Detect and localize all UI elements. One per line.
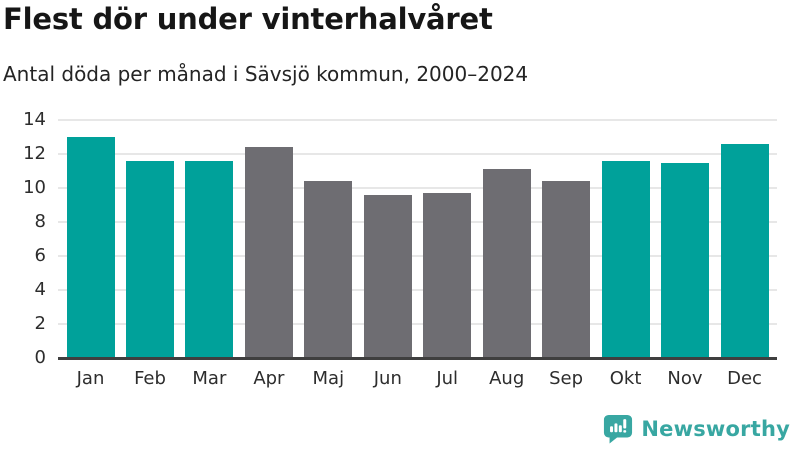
bar-feb bbox=[126, 160, 174, 358]
gridline-14 bbox=[58, 119, 777, 121]
bar-aug bbox=[482, 169, 531, 358]
y-tick-label-14: 14 bbox=[23, 109, 46, 130]
y-tick-label-10: 10 bbox=[23, 177, 46, 198]
y-axis-tick-labels: 0 2 4 6 8 10 12 14 bbox=[0, 111, 46, 367]
gridline-4 bbox=[58, 289, 777, 291]
y-tick-label-8: 8 bbox=[34, 211, 46, 232]
gridline-8 bbox=[58, 221, 777, 223]
x-tick-label-maj: Maj bbox=[312, 368, 345, 389]
y-tick-label-4: 4 bbox=[34, 279, 46, 300]
x-tick-label-jun: Jun bbox=[373, 368, 402, 389]
x-tick-label-mar: Mar bbox=[192, 368, 227, 389]
y-tick-label-12: 12 bbox=[23, 143, 46, 164]
x-tick-label-aug: Aug bbox=[489, 368, 525, 389]
plot-area bbox=[58, 119, 777, 358]
chart-title: Flest dör under vinterhalvåret bbox=[3, 2, 493, 36]
x-tick-label-jan: Jan bbox=[76, 368, 105, 389]
newsworthy-logo-icon bbox=[603, 414, 633, 444]
x-tick-label-sep: Sep bbox=[549, 368, 584, 389]
gridline-2 bbox=[58, 323, 777, 325]
x-tick-label-okt: Okt bbox=[609, 368, 642, 389]
x-tick-label-nov: Nov bbox=[667, 368, 703, 389]
bar-okt bbox=[601, 160, 650, 358]
y-tick-label-0: 0 bbox=[34, 347, 46, 368]
bar-apr bbox=[244, 147, 293, 358]
x-tick-label-feb: Feb bbox=[134, 368, 166, 389]
x-tick-label-dec: Dec bbox=[727, 368, 762, 389]
y-tick-label-6: 6 bbox=[34, 245, 46, 266]
x-axis-tick-labels: Jan Feb Mar Apr Maj Jun Jul Aug Sep Okt Nov Dec bbox=[58, 368, 777, 394]
gridline-12 bbox=[58, 153, 777, 155]
x-tick-label-apr: Apr bbox=[253, 368, 285, 389]
bar-jun bbox=[363, 194, 412, 358]
chart-subtitle: Antal döda per månad i Sävsjö kommun, 20… bbox=[3, 62, 529, 86]
gridline-6 bbox=[58, 255, 777, 257]
bar-jul bbox=[423, 193, 472, 358]
newsworthy-logo[interactable]: Newsworthy bbox=[603, 414, 790, 444]
bar-mar bbox=[185, 160, 234, 358]
x-tick-label-jul: Jul bbox=[436, 368, 459, 389]
y-tick-label-2: 2 bbox=[34, 313, 46, 334]
x-axis-line bbox=[58, 357, 777, 360]
bar-sep bbox=[542, 181, 591, 358]
bar-nov bbox=[661, 162, 709, 358]
bar-jan bbox=[66, 137, 115, 358]
gridline-10 bbox=[58, 187, 777, 189]
newsworthy-logo-text: Newsworthy bbox=[641, 417, 790, 441]
bar-dec bbox=[720, 143, 769, 358]
bar-maj bbox=[304, 181, 353, 358]
